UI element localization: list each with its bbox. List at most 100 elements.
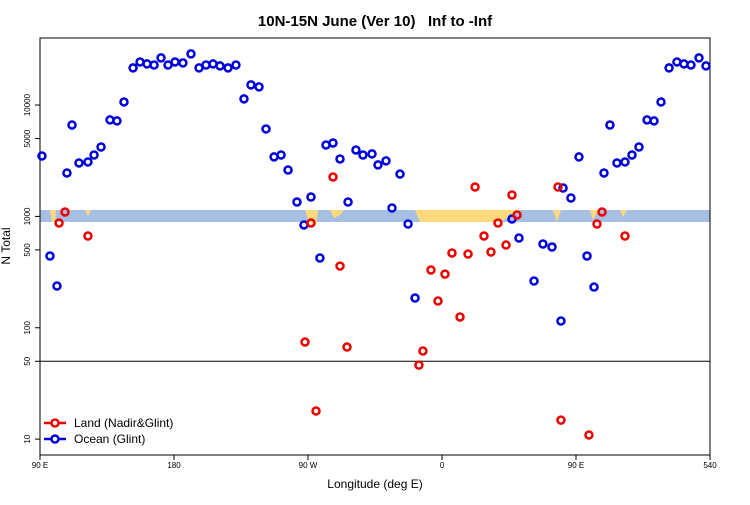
point — [335, 154, 345, 164]
point — [605, 120, 615, 130]
point — [381, 156, 391, 166]
point — [373, 160, 383, 170]
point — [574, 152, 584, 162]
x-tick-label: 180 — [167, 461, 181, 470]
point — [328, 172, 338, 182]
point — [83, 157, 93, 167]
point — [664, 63, 674, 73]
point — [311, 406, 321, 416]
point — [686, 60, 696, 70]
point — [514, 233, 524, 243]
legend-marker — [50, 418, 60, 428]
point — [37, 151, 47, 161]
point — [128, 63, 138, 73]
point — [215, 61, 225, 71]
point — [589, 282, 599, 292]
point — [358, 150, 368, 160]
plot-frame — [39, 37, 711, 456]
point — [512, 210, 522, 220]
point — [447, 248, 457, 258]
point — [599, 168, 609, 178]
y-tick-label: 500 — [23, 243, 32, 257]
point — [463, 249, 473, 259]
point — [493, 218, 503, 228]
point — [403, 219, 413, 229]
point — [62, 168, 72, 178]
point — [261, 124, 271, 134]
point — [414, 360, 424, 370]
point — [553, 182, 563, 192]
point — [418, 346, 428, 356]
point — [501, 240, 511, 250]
point — [547, 242, 557, 252]
point — [470, 182, 480, 192]
point — [584, 430, 594, 440]
point — [556, 316, 566, 326]
point — [335, 261, 345, 271]
point — [479, 231, 489, 241]
point — [649, 116, 659, 126]
point — [60, 207, 70, 217]
point — [566, 193, 576, 203]
point — [178, 58, 188, 68]
point — [556, 415, 566, 425]
point — [486, 247, 496, 257]
point — [306, 218, 316, 228]
point — [620, 157, 630, 167]
y-tick-label: 50 — [23, 356, 32, 365]
point — [246, 80, 256, 90]
point — [426, 265, 436, 275]
point — [558, 183, 568, 193]
point — [395, 169, 405, 179]
point — [455, 312, 465, 322]
point — [582, 251, 592, 261]
point — [387, 203, 397, 213]
point — [186, 49, 196, 59]
point — [254, 82, 264, 92]
y-tick-label: 100 — [23, 321, 32, 335]
point — [67, 120, 77, 130]
x-tick-label: 90 E — [32, 461, 48, 470]
point — [529, 276, 539, 286]
point — [597, 207, 607, 217]
point — [74, 158, 84, 168]
legend-label: Ocean (Glint) — [74, 432, 145, 446]
point — [694, 53, 704, 63]
point — [507, 190, 517, 200]
point — [119, 97, 129, 107]
point — [315, 253, 325, 263]
x-tick-label: 90 W — [299, 461, 318, 470]
y-axis-label: N Total — [0, 227, 13, 264]
point — [620, 231, 630, 241]
point — [170, 57, 180, 67]
point — [89, 150, 99, 160]
point — [410, 293, 420, 303]
point — [52, 281, 62, 291]
legend-label: Land (Nadir&Glint) — [74, 416, 173, 430]
point — [367, 149, 377, 159]
point — [112, 116, 122, 126]
band-fill — [40, 210, 710, 222]
point — [223, 63, 233, 73]
point — [149, 60, 159, 70]
chart-title: 10N-15N June (Ver 10) Inf to -Inf — [258, 13, 493, 30]
point — [634, 142, 644, 152]
point — [656, 97, 666, 107]
x-tick-label: 0 — [440, 461, 445, 470]
point — [54, 218, 64, 228]
point — [300, 337, 310, 347]
point — [612, 158, 622, 168]
point — [343, 197, 353, 207]
point — [342, 342, 352, 352]
y-tick-label: 10 — [23, 434, 32, 443]
point — [433, 296, 443, 306]
legend-marker — [50, 434, 60, 444]
y-tick-label: 5000 — [23, 129, 32, 147]
point — [328, 138, 338, 148]
x-tick-label: 540 — [703, 461, 717, 470]
point — [627, 150, 637, 160]
point — [96, 142, 106, 152]
point — [351, 145, 361, 155]
x-tick-label: 90 E — [568, 461, 584, 470]
